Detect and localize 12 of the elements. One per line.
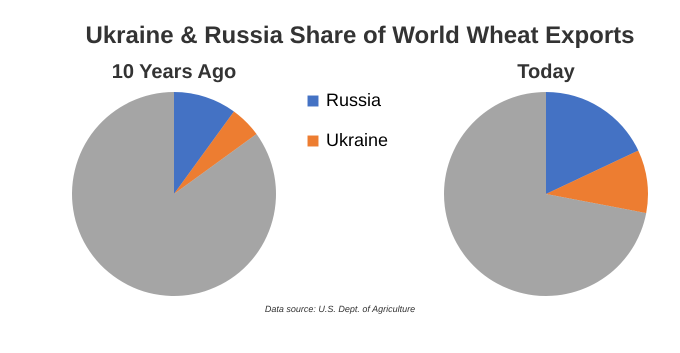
legend-label: Russia <box>326 90 382 110</box>
chart-title: Today <box>517 61 576 83</box>
source-note: Data source: U.S. Dept. of Agriculture <box>264 304 416 314</box>
text: Ukraine & Russia Share of World Wheat Exports <box>85 22 635 49</box>
pie-slice <box>546 150 648 214</box>
pie-slice <box>174 92 234 194</box>
pie-slice <box>174 111 257 194</box>
legend-label: Ukraine <box>326 130 388 150</box>
pie-slice <box>72 92 276 296</box>
pie-slice <box>444 92 646 296</box>
pie-slice <box>546 92 638 194</box>
chart-title: 10 Years Ago <box>112 61 236 83</box>
